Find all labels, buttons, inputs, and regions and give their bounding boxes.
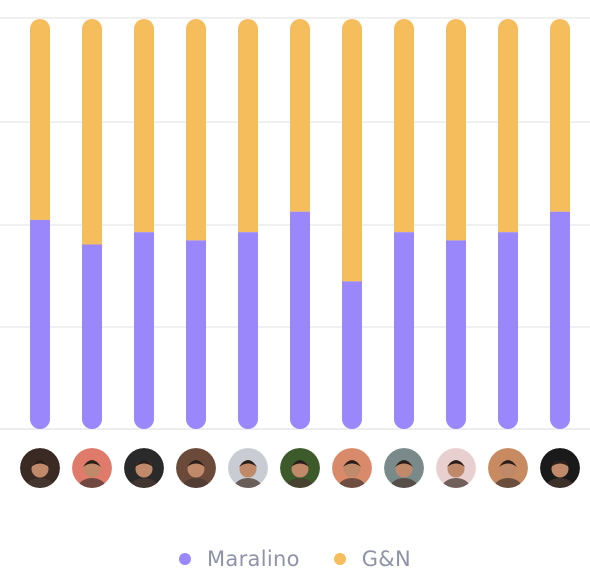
legend-marker-maralino [179,553,191,565]
legend: Maralino G&N [0,541,590,577]
bar-gn[interactable] [186,19,206,241]
bar-gn[interactable] [30,19,50,220]
avatar-icon [20,448,60,488]
bar-maralino[interactable] [446,240,466,429]
bar-maralino[interactable] [498,232,518,429]
bar-column[interactable] [550,19,570,429]
bar-column[interactable] [134,19,154,429]
avatar-icon [176,448,216,488]
avatar-icon [280,448,320,488]
bar-column[interactable] [238,19,258,429]
bar-maralino[interactable] [134,232,154,429]
bar-column[interactable] [290,19,310,429]
legend-marker-gn [333,553,346,565]
legend-item-gn[interactable]: G&N [333,547,411,571]
avatar-icon [228,448,268,488]
bar-gn[interactable] [498,19,518,233]
bar-maralino[interactable] [342,281,362,429]
bar-column[interactable] [394,19,414,429]
avatar-icon [332,448,372,488]
bar-maralino[interactable] [290,211,310,429]
bar-column[interactable] [498,19,518,429]
bar-maralino[interactable] [82,244,102,430]
bar-maralino[interactable] [238,232,258,429]
bar-gn[interactable] [446,19,466,241]
bar-gn[interactable] [290,19,310,212]
avatar-icon [384,448,424,488]
bar-maralino[interactable] [394,232,414,429]
legend-label-gn: G&N [361,547,411,571]
avatar-icon [540,448,580,488]
bar-maralino[interactable] [550,211,570,429]
avatar-icon [488,448,528,488]
bar-gn[interactable] [550,19,570,212]
bar-maralino[interactable] [186,240,206,429]
avatar-icon [124,448,164,488]
bar-gn[interactable] [134,19,154,233]
bar-column[interactable] [186,19,206,429]
bar-column[interactable] [82,19,102,429]
stacked-bar-chart [0,17,590,488]
avatar-icon [436,448,476,488]
bar-gn[interactable] [82,19,102,245]
bar-column[interactable] [446,19,466,429]
bar-gn[interactable] [342,19,362,282]
legend-item-maralino[interactable]: Maralino [179,547,300,571]
bar-column[interactable] [342,19,362,429]
legend-label-maralino: Maralino [207,547,300,571]
bar-gn[interactable] [394,19,414,233]
avatar-icon [72,448,112,488]
bar-gn[interactable] [238,19,258,233]
bar-column[interactable] [30,19,50,429]
bar-maralino[interactable] [30,219,50,429]
